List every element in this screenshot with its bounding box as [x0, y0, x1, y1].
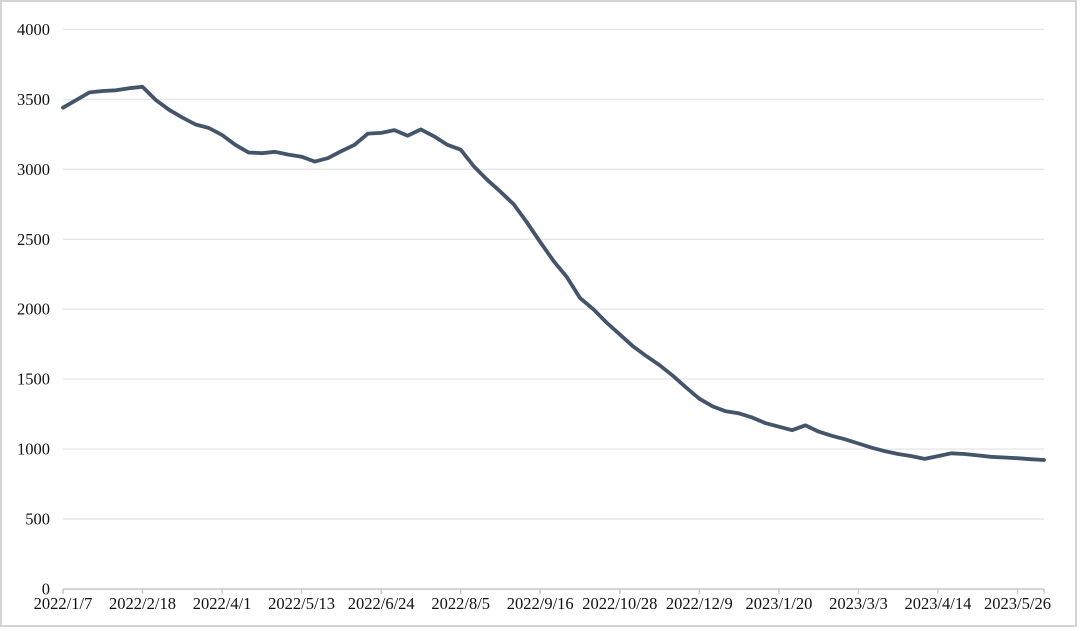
x-axis-tick-label: 2023/3/3 [829, 594, 888, 613]
y-axis-tick-label: 4000 [17, 20, 50, 39]
y-axis-tick-label: 2000 [17, 300, 50, 319]
y-axis-tick-label: 2500 [17, 230, 50, 249]
x-axis-tick-label: 2022/4/1 [193, 594, 252, 613]
y-axis-tick-label: 1500 [17, 370, 50, 389]
x-axis-tick-label: 2022/12/9 [666, 594, 733, 613]
x-axis-tick-label: 2023/5/26 [984, 594, 1051, 613]
y-axis-tick-label: 0 [42, 580, 50, 599]
x-axis-tick-label: 2023/4/14 [904, 594, 971, 613]
data-series-line [61, 84, 1046, 462]
x-axis-tick-label: 2022/10/28 [582, 594, 657, 613]
y-axis-tick-label: 3500 [17, 90, 50, 109]
y-axis-tick-label: 1000 [17, 440, 50, 459]
x-axis-tick-label: 2022/1/7 [34, 594, 93, 613]
x-axis-tick-label: 2022/6/24 [348, 594, 415, 613]
y-axis-tick-label: 3000 [17, 160, 50, 179]
y-axis-tick-label: 500 [25, 510, 50, 529]
x-axis-tick-label: 2022/2/18 [109, 594, 176, 613]
x-axis-tick-label: 2023/1/20 [745, 594, 812, 613]
x-axis-tick-label: 2022/9/16 [507, 594, 574, 613]
x-axis-tick-label: 2022/5/13 [268, 594, 335, 613]
x-axis-tick-label: 2022/8/5 [431, 594, 490, 613]
